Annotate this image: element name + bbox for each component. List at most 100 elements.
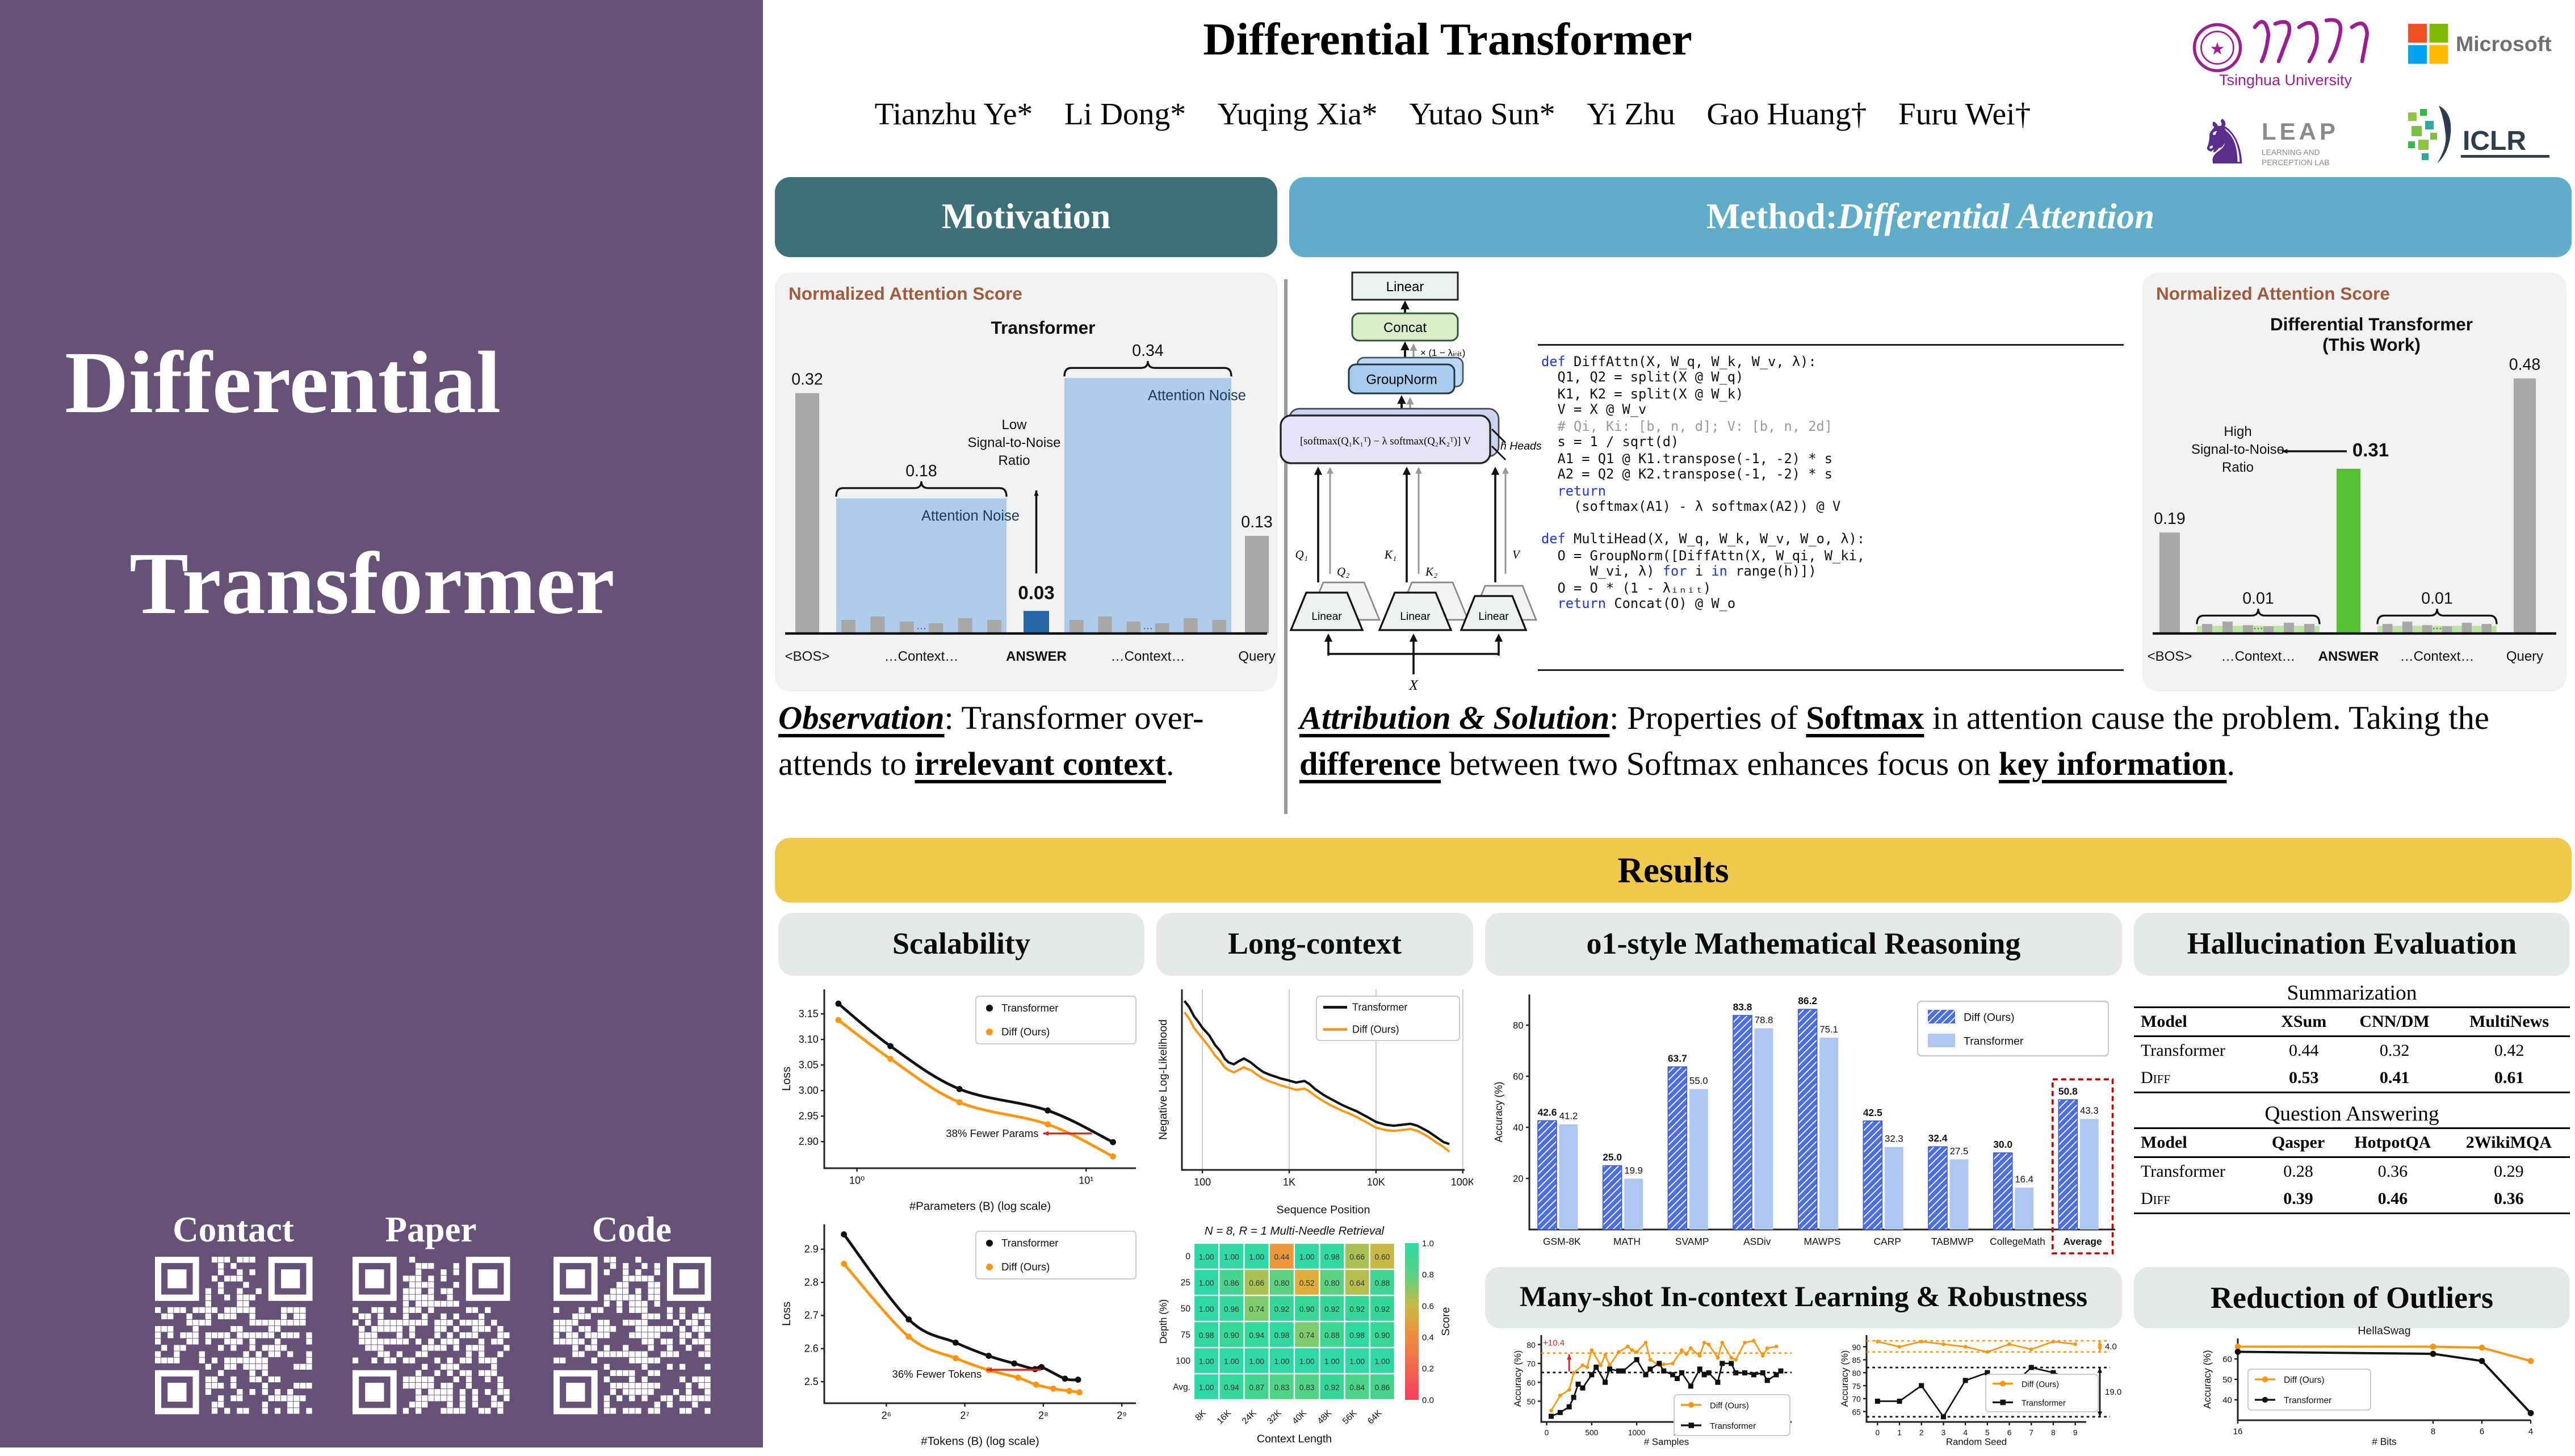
text-element: …Context… [1111, 649, 1185, 664]
text-element: 36% Fewer Tokens [892, 1368, 982, 1380]
rect-element [479, 1326, 485, 1332]
rect-element [378, 1326, 384, 1332]
rect-element [2420, 109, 2427, 116]
rect-element [635, 1351, 641, 1357]
circle-element [2262, 1396, 2268, 1403]
rect-element [836, 498, 1006, 633]
circle-element [1743, 1341, 1747, 1345]
rect-element [249, 1257, 255, 1263]
rect-element [1370, 1348, 1394, 1373]
rect-element [287, 1402, 293, 1408]
path-element [1378, 591, 1453, 631]
rect-element [1064, 378, 1231, 633]
rect-element [1244, 1374, 1269, 1399]
rect-element [274, 1338, 281, 1345]
rect-element [491, 1338, 497, 1345]
rect-element [610, 1294, 617, 1300]
rect-element [1269, 1374, 1294, 1399]
circle-element [2527, 1410, 2534, 1416]
math-reasoning-bar-chart: 20 40 60 80 Accuracy (%) 42.6 41.2 GSM-8K 25.0 19… [1488, 977, 2122, 1272]
rect-element [491, 1320, 497, 1326]
rect-element [218, 1402, 224, 1408]
text-element: Score [1440, 1307, 1452, 1336]
code-token: i [1687, 564, 1712, 580]
svg-element: Normalized Attention Score Transformer 0.3… [785, 283, 1276, 664]
code-token: MultiHead(X, W_q, W_k, W_v, W_o, λ): [1565, 531, 1865, 547]
banner-motivation-label: Motivation [941, 196, 1111, 237]
text-element: 16.4 [2015, 1174, 2033, 1185]
rect-element [434, 1345, 441, 1351]
rect-element [441, 1269, 447, 1275]
rect-element [2058, 1099, 2078, 1230]
iclr-logo: ICLR [2408, 106, 2549, 163]
rect-element [2408, 24, 2427, 43]
rect-element [673, 1351, 680, 1357]
text-element: 0.92 [1324, 1305, 1340, 1314]
text-element: 0.87 [1249, 1383, 1264, 1392]
rect-element [409, 1357, 416, 1363]
text-element: 0.86 [1224, 1279, 1239, 1287]
rect-element [479, 1351, 485, 1357]
rect-element [2514, 378, 2536, 633]
rect-element [698, 1395, 704, 1402]
circle-element [1045, 1121, 1051, 1127]
rect-element [447, 1395, 453, 1402]
rect-element [192, 1307, 199, 1314]
rect-element [623, 1351, 629, 1357]
rect-element [1155, 623, 1169, 633]
rect-element [249, 1357, 255, 1363]
text-element: Diff (Ours) [1352, 1024, 1399, 1035]
microsoft-label: Microsoft [2456, 32, 2552, 56]
rect-element [262, 1389, 268, 1395]
rect-element [453, 1269, 459, 1275]
rect-element [686, 1389, 692, 1395]
rect-element [1212, 620, 1226, 633]
text-element: 8K [1193, 1408, 1208, 1423]
text-segment: : Properties of [1609, 702, 1806, 737]
qr-code-code[interactable] [553, 1257, 711, 1423]
table-col-Qasper: Qasper [2259, 1128, 2338, 1158]
rect-element [635, 1257, 641, 1263]
text-element: Transformer [1352, 1002, 1407, 1013]
text-element: 90 [1852, 1343, 1861, 1352]
section-long-context: Long-context [1156, 913, 1473, 976]
circle-element [956, 1099, 963, 1106]
text-element: 27.5 [1950, 1146, 1969, 1156]
rect-element [192, 1326, 199, 1332]
rect-element [402, 1275, 409, 1282]
rect-element [1897, 1398, 1902, 1404]
rect-element [680, 1395, 686, 1402]
qr-code-contact[interactable] [155, 1257, 313, 1423]
g-element: Diff (Ours) Transformer [1673, 1394, 1791, 1437]
banner-results: Results [775, 838, 2572, 903]
circle-element [1580, 1363, 1585, 1367]
diagram-v-projection: Linear [1460, 585, 1537, 631]
rect-element [2408, 112, 2417, 121]
text-element: Query [2506, 649, 2543, 664]
rect-element [199, 1357, 205, 1363]
rect-element [1985, 1373, 2099, 1413]
rect-element [1351, 271, 1459, 301]
rect-element [641, 1263, 648, 1269]
rect-element [434, 1357, 441, 1363]
rect-element [1575, 1381, 1581, 1387]
text-element: 100 [1176, 1356, 1190, 1366]
rect-element [218, 1282, 224, 1288]
rect-element [585, 1345, 591, 1351]
rect-element [603, 1345, 610, 1351]
rect-element [422, 1320, 428, 1326]
code-token: Concat(O) @ W_o [1606, 596, 1736, 612]
table-col-CNN/DM: CNN/DM [2340, 1007, 2449, 1037]
qr-code-paper[interactable] [353, 1257, 510, 1423]
rect-element [566, 1383, 585, 1402]
text-element: 100K [1451, 1177, 1473, 1188]
rect-element [654, 1313, 660, 1320]
circle-element [1919, 1340, 1924, 1344]
rect-element [654, 1408, 660, 1414]
rect-element [428, 1383, 434, 1389]
rect-element [459, 1395, 465, 1402]
qr-label-paper: Paper [385, 1209, 477, 1250]
rect-element [237, 1338, 243, 1345]
rect-element [975, 995, 1137, 1045]
diagram-heads-label: h Heads [1500, 440, 1542, 452]
